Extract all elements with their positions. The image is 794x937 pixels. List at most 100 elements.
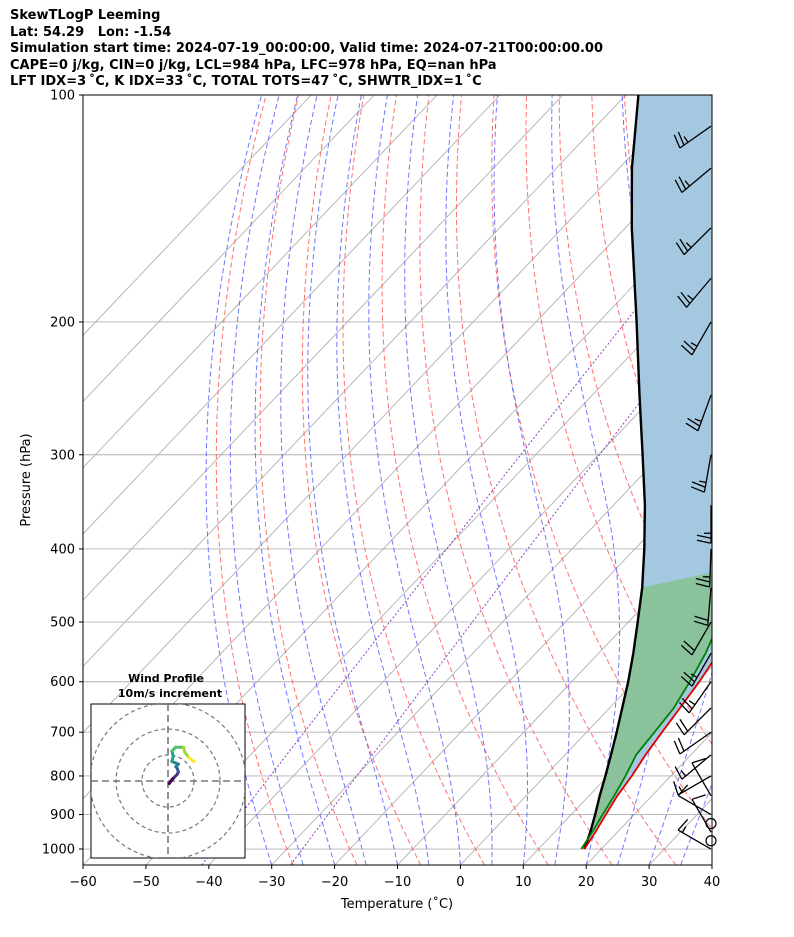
isotherm-line (271, 400, 712, 865)
barb-flag (673, 134, 681, 149)
moist-adiabat-line (280, 95, 367, 865)
barb-shaft (677, 829, 712, 850)
wind-barb (674, 754, 712, 780)
x-tick-label: 0 (456, 875, 464, 890)
y-axis: 100 200 300 400 500 600 700 800 900 1000 (42, 89, 83, 858)
isotherm-line (208, 334, 712, 865)
x-tick-label: 30 (641, 875, 658, 890)
barb-flag (695, 577, 711, 583)
wind-barb (677, 784, 712, 816)
barb-flag (685, 422, 699, 432)
barb-half-flag (687, 294, 694, 301)
hodograph-subtitle: 10m/s increment (118, 687, 222, 700)
barb-shaft (679, 125, 712, 149)
y-axis-label: Pressure (hPa) (19, 433, 34, 526)
barb-flag (677, 131, 685, 146)
moist-adiabat-line (229, 95, 304, 865)
y-tick-label: 800 (50, 769, 75, 784)
dry-adiabat-line (342, 95, 485, 865)
barb-shaft (697, 394, 712, 431)
wind-barb (677, 277, 712, 308)
barb-flag (683, 340, 695, 352)
y-tick-label: 600 (50, 675, 75, 690)
dry-adiabat-line (722, 95, 794, 865)
x-axis-label: Temperature (˚C) (340, 896, 453, 912)
chart-title: SkewTLogP Leeming (10, 8, 161, 23)
wind-barb (674, 167, 712, 193)
moist-adiabat-line (307, 95, 398, 865)
wind-barb (680, 652, 712, 687)
moist-adiabat-line (368, 95, 461, 865)
moist-adiabat-line (205, 95, 273, 865)
moist-adiabat-line (648, 670, 712, 865)
hodograph-inset: Wind Profile 10m/s increment (90, 672, 246, 859)
barb-flag (675, 242, 685, 255)
wind-barb (680, 621, 712, 656)
x-tick-label: −20 (321, 875, 348, 890)
barb-shaft (688, 681, 712, 714)
cape-cin-fill (581, 95, 712, 849)
wind-barb (690, 454, 712, 493)
barb-flag (691, 757, 706, 764)
barb-flag (683, 671, 695, 683)
barb-flag (683, 640, 695, 652)
wind-barb (685, 394, 712, 432)
hodograph-title: Wind Profile (128, 672, 204, 685)
moist-adiabat-line (711, 863, 712, 865)
wind-barb (705, 835, 717, 847)
barb-shaft (691, 321, 712, 356)
barb-shaft (686, 277, 712, 308)
barb-shaft (691, 652, 712, 687)
x-tick-label: 40 (704, 875, 721, 890)
isotherm-line (460, 599, 712, 865)
x-tick-label: −40 (195, 875, 222, 890)
wind-barb (675, 227, 712, 256)
wind-barb (673, 731, 712, 755)
barb-shaft (677, 794, 712, 816)
isotherm-line (397, 533, 712, 865)
moist-adiabat-line (336, 95, 430, 865)
barb-shaft (703, 454, 712, 493)
barb-shaft (691, 621, 712, 656)
barb-half-flag (694, 418, 702, 422)
chart-header: SkewTLogP Leeming Lat: 54.29 Lon: -1.54 … (10, 8, 603, 91)
barb-flag (693, 620, 708, 627)
y-tick-label: 700 (50, 726, 75, 741)
barb-flag (674, 766, 683, 780)
wind-barb (695, 548, 712, 588)
barb-shaft (679, 731, 712, 755)
barb-half-flag (690, 342, 698, 347)
isotherm-line (585, 731, 712, 865)
isotherm-line (145, 268, 712, 865)
barb-shaft (683, 227, 712, 256)
barb-flag (680, 344, 693, 356)
barb-half-flag (688, 700, 696, 706)
barb-flag (679, 238, 689, 252)
moist-adiabat-line (445, 95, 528, 865)
barb-shaft (683, 707, 712, 736)
background-lines (83, 95, 794, 865)
barb-flag (680, 291, 691, 304)
mixing-ratio-line (290, 307, 712, 865)
barb-flag (691, 794, 706, 800)
y-tick-label: 1000 (42, 843, 75, 858)
barb-flag (674, 179, 683, 193)
y-tick-label: 900 (50, 808, 75, 823)
moist-adiabat-line (404, 95, 493, 865)
barb-flag (696, 534, 712, 539)
dry-adiabat-line (215, 95, 294, 865)
calm-wind-circle (705, 835, 717, 847)
barb-flag (677, 818, 689, 831)
moist-adiabat-line (493, 95, 570, 865)
x-tick-label: −50 (132, 875, 159, 890)
isotherm-line (83, 95, 438, 469)
barb-shaft (681, 167, 712, 193)
dry-adiabat-line (301, 95, 422, 865)
x-tick-label: 20 (578, 875, 595, 890)
barb-half-flag (683, 136, 689, 143)
barb-flag (694, 615, 709, 622)
isotherm-line (83, 95, 627, 668)
barb-half-flag (690, 673, 698, 679)
barb-flag (696, 539, 712, 544)
isotherm-line (334, 467, 712, 865)
